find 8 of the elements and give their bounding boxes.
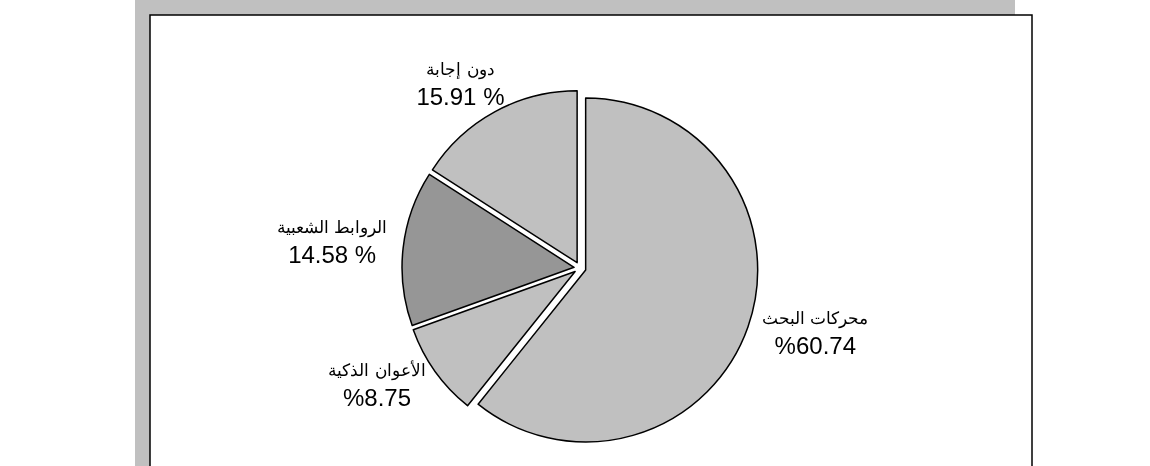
slice-label: الروابط الشعبية [276,216,388,238]
slice-label: محركات البحث [762,308,869,330]
slice-label: الأعوان الذكية [328,359,426,381]
data-label: %8.75 [343,383,412,411]
data-label: 15.91 % [416,82,505,110]
data-label: 14.58 % [288,240,377,268]
data-label: %60.74 [774,332,857,360]
slice-label: دون إجابة [426,58,495,80]
